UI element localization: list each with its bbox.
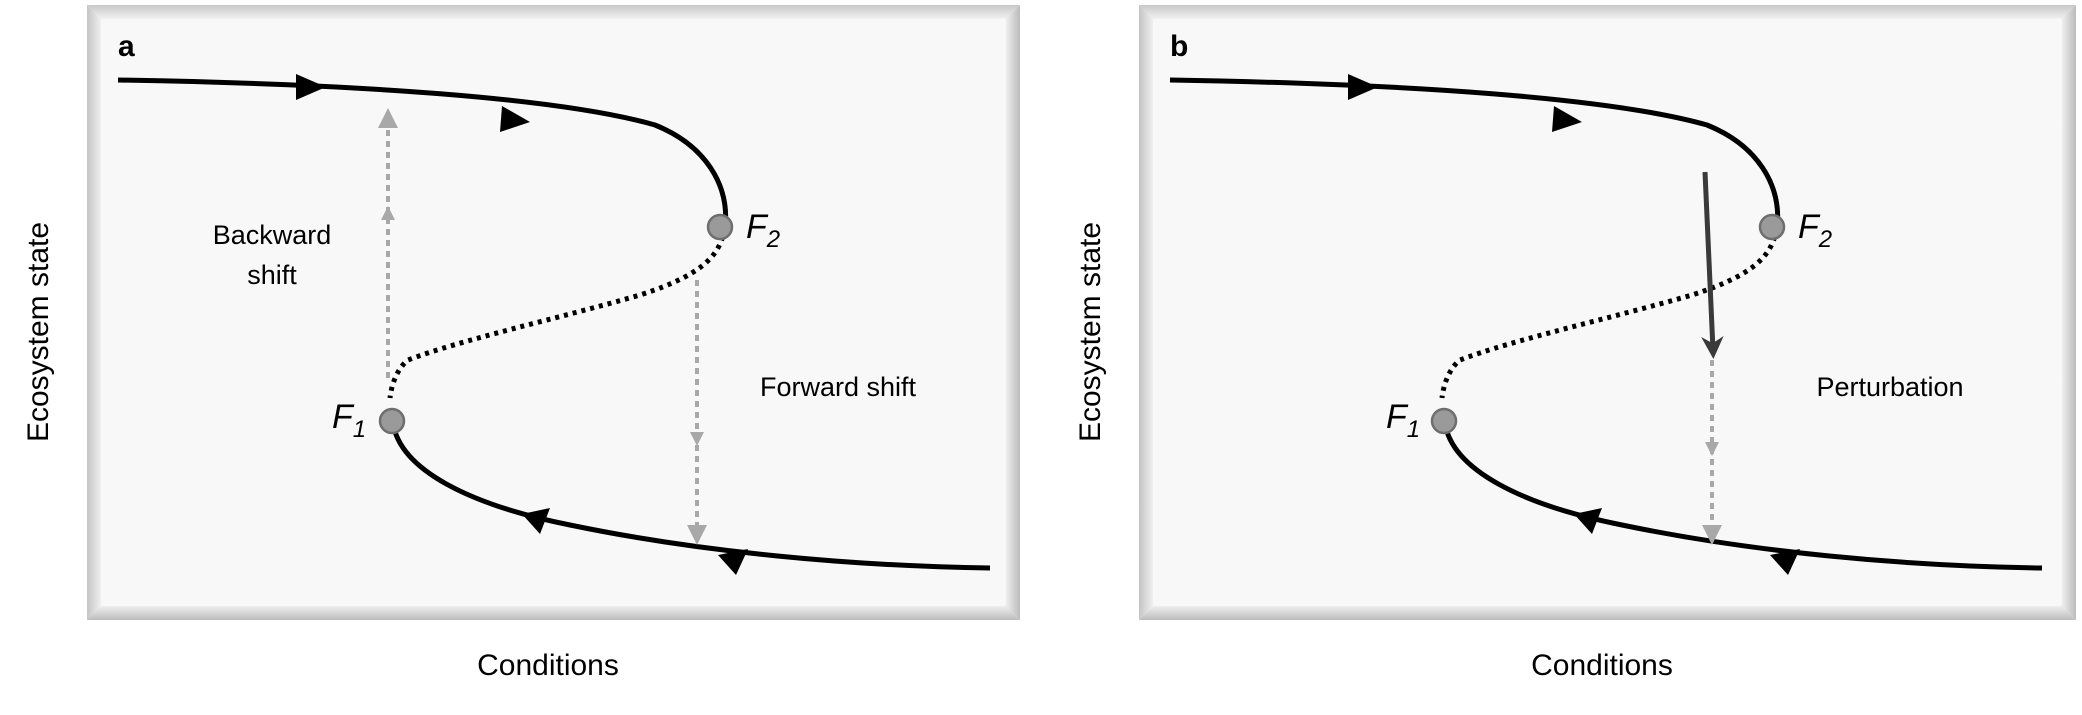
panel-a-y-axis-label: Ecosystem state xyxy=(22,222,55,442)
panel-b-unstable-branch xyxy=(1439,227,1780,399)
panel-b-relaxation-mid-arrowhead xyxy=(1705,442,1719,456)
panel-a-upper-arrow-1 xyxy=(296,74,326,100)
panel-a-backward-mid-arrowhead xyxy=(381,206,395,220)
panel-a-lower-arrow-2 xyxy=(718,549,748,575)
panel-a-backward-label-line2: shift xyxy=(247,260,297,290)
panel-b-letter: b xyxy=(1170,30,1188,63)
panel-b-perturbation-label: Perturbation xyxy=(1816,372,1963,402)
panel-a-forward-label: Forward shift xyxy=(760,372,917,402)
panel-b-f1-label: F1 xyxy=(1386,398,1420,443)
panel-a: a F2 F1 Backward shift Forward shift Eco… xyxy=(22,5,1020,682)
panel-a-upper-arrow-2 xyxy=(500,106,530,132)
panel-a-upper-branch xyxy=(117,77,729,229)
panel-a-letter: a xyxy=(118,30,135,63)
panel-a-backward-label-line1: Backward xyxy=(213,220,332,250)
panel-b-f2-label: F2 xyxy=(1798,208,1832,253)
panel-b-upper-branch xyxy=(1169,77,1781,229)
panel-a-fold-point-f2 xyxy=(706,213,734,241)
panel-b: b F2 F1 Perturbation Ecosystem state Con… xyxy=(1074,5,2076,682)
panel-a-x-axis-label: Conditions xyxy=(477,649,619,682)
panel-a-lower-arrow-1 xyxy=(522,508,550,534)
panel-a-lower-branch xyxy=(390,422,991,571)
panel-b-lower-branch xyxy=(1442,422,2043,571)
panel-a-f1-label: F1 xyxy=(332,398,366,443)
panel-b-fold-point-f1 xyxy=(1430,407,1458,435)
panel-b-lower-arrow-2 xyxy=(1770,549,1800,575)
panel-a-unstable-branch xyxy=(387,227,728,399)
panel-a-forward-mid-arrowhead xyxy=(690,432,704,446)
panel-b-lower-arrow-1 xyxy=(1574,508,1602,534)
panel-a-frame xyxy=(87,5,1020,620)
panel-b-upper-arrow-1 xyxy=(1348,74,1378,100)
panel-b-upper-arrow-2 xyxy=(1552,106,1582,132)
panel-b-frame xyxy=(1139,5,2076,620)
panel-b-fold-point-f2 xyxy=(1758,213,1786,241)
panel-a-f2-label: F2 xyxy=(746,208,780,253)
panel-b-perturbation-arrow xyxy=(1701,171,1724,359)
panel-a-fold-point-f1 xyxy=(378,407,406,435)
panel-b-x-axis-label: Conditions xyxy=(1531,649,1673,682)
panel-b-y-axis-label: Ecosystem state xyxy=(1074,222,1107,442)
